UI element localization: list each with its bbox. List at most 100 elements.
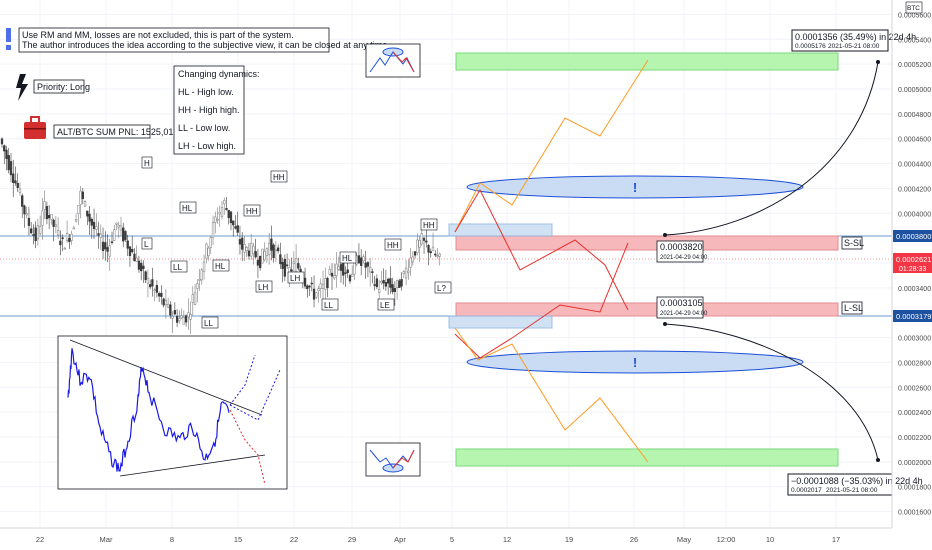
candle-body [131, 249, 134, 253]
candle-body [234, 226, 237, 229]
structure-label: LH [258, 283, 268, 292]
x-tick-label: 22 [36, 535, 44, 544]
candle-body [259, 255, 262, 269]
candle-body [436, 255, 439, 257]
candle-body [380, 280, 383, 284]
current-time-text: 01:28:33 [899, 266, 926, 273]
candle-body [182, 317, 185, 325]
lower-entry-dot [663, 322, 667, 326]
candle-body [198, 278, 201, 281]
candle-body [254, 251, 257, 258]
candle-body [83, 201, 87, 207]
candle-body [431, 246, 435, 251]
candle-body [122, 227, 125, 242]
candle-body [346, 269, 349, 273]
structure-label: LL [204, 319, 213, 328]
y-tick-label: 0.0004600 [898, 137, 931, 144]
candle-body [389, 278, 392, 288]
candle-body [276, 247, 280, 252]
candle-body [391, 284, 394, 293]
y-tick-label: 0.0001800 [898, 485, 931, 492]
candle-body [272, 244, 275, 259]
upper-entry-label: 0.0003820 2021-04-29 04:00 [656, 240, 708, 263]
candle-body [16, 182, 19, 188]
candle-body [261, 248, 264, 264]
candle-body [34, 227, 37, 242]
structure-label: H [144, 159, 150, 168]
candle-body [171, 316, 174, 319]
x-tick-label: 17 [832, 535, 840, 544]
candle-body [393, 288, 397, 292]
candle-body [128, 246, 132, 257]
candle-body [25, 213, 28, 216]
y-tick-label: 0.0003000 [898, 336, 931, 343]
candle-body [79, 190, 82, 205]
candle-body [422, 237, 426, 241]
candle-body [86, 210, 89, 217]
candle-body [220, 207, 224, 217]
candle-body [41, 210, 44, 226]
structure-label-box [212, 259, 230, 272]
candle-body [119, 225, 123, 231]
y-tick-label: 0.0005600 [898, 12, 931, 19]
info-icon [6, 28, 11, 50]
candle-body [294, 258, 298, 272]
x-tick-label: 26 [630, 535, 638, 544]
time-axis[interactable]: 22 Mar 8 15 22 29 Apr 5 12 19 26 May 12:00 10 17 [0, 527, 892, 544]
structure-label: L? [437, 284, 446, 293]
candle-body [335, 263, 338, 277]
x-tick-label: 12 [503, 535, 511, 544]
candle-body [162, 298, 165, 306]
candle-body [113, 229, 116, 241]
candle-body [243, 244, 246, 253]
candle-body [337, 266, 340, 270]
inset-down-path [229, 409, 266, 486]
candle-body [342, 263, 345, 276]
structure-label: HH [387, 241, 399, 250]
x-tick-label: 8 [170, 535, 174, 544]
candle-body [214, 216, 217, 223]
lightning-icon [16, 74, 28, 101]
candle-body [290, 269, 293, 272]
l-sl-price-text: 0.0003179 [896, 312, 931, 321]
candle-body [427, 245, 430, 253]
priority-text: Priority: Long [37, 82, 90, 92]
candle-body [81, 191, 84, 200]
candle-body [238, 239, 242, 245]
candle-body [164, 299, 168, 306]
upper-target-label: 0.0001356 (35.49%) in 22d 4h 0.0005176 2… [791, 29, 916, 52]
y-tick-label: 0.0005000 [898, 87, 931, 94]
y-tick-label: 0.0003400 [898, 286, 931, 293]
candle-body [191, 294, 194, 303]
candle-body [166, 303, 170, 308]
candle-body [319, 283, 322, 289]
structure-label-box [201, 316, 219, 329]
lower-blue-zone [448, 315, 553, 329]
structure-label: L [144, 240, 149, 249]
candle-body [207, 247, 210, 257]
structure-label-box [141, 237, 153, 250]
s-sl-tag: S-SL [841, 236, 864, 250]
candle-body [5, 149, 8, 159]
candle-body [366, 262, 370, 267]
price-axis[interactable]: 0.0005600 0.0005400 0.0005200 0.0005000 0.00… [891, 0, 932, 528]
inset-blue-series [67, 348, 230, 472]
upper-entry-date: 2021-04-29 04:00 [660, 255, 708, 261]
lower-target-date: 2021-05-21 08:00 [826, 487, 878, 494]
candle-body [30, 228, 33, 234]
lower-entry-label: 0.0003105 2021-04-29 04:00 [656, 296, 708, 319]
candle-body [27, 217, 31, 226]
candle-body [146, 278, 150, 284]
candle-body [263, 251, 266, 261]
s-sl-price-text: 0.0003800 [896, 232, 931, 241]
candle-body [364, 262, 367, 268]
priority-box: Priority: Long [33, 79, 90, 94]
candle-body [382, 280, 385, 284]
pnl-text: ALT/BTC SUM PNL: 1525,01. [57, 127, 176, 137]
currency-badge[interactable]: BTC [905, 1, 923, 14]
structure-label: LL [173, 263, 182, 272]
candle-body [223, 200, 226, 205]
candle-body [200, 269, 203, 281]
candle-body [209, 237, 212, 248]
